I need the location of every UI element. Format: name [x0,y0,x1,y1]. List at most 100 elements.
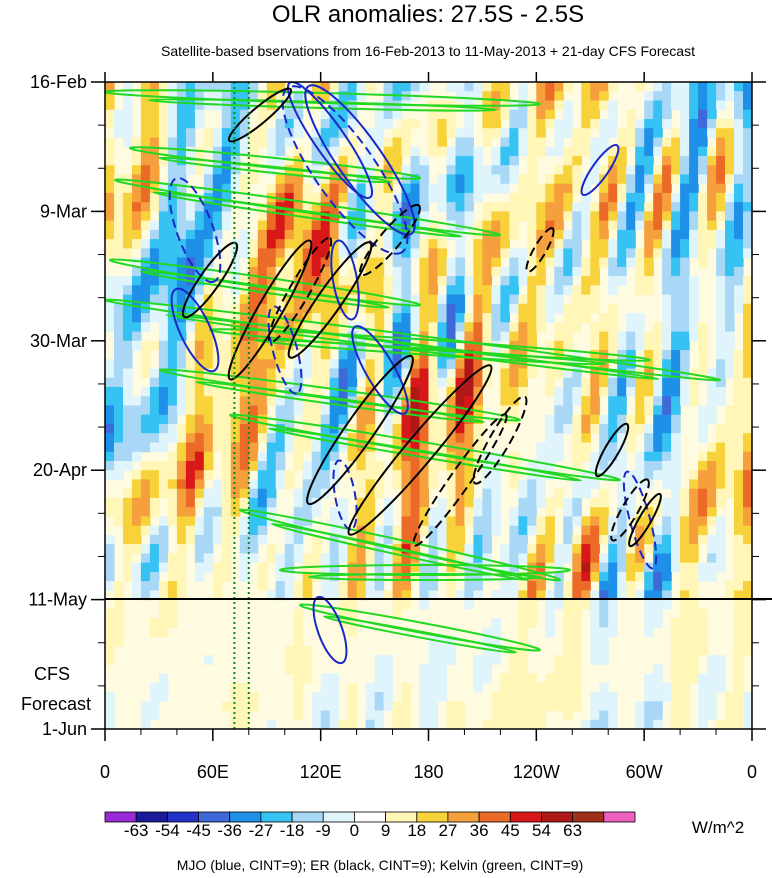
anomaly-cell [608,331,618,342]
anomaly-cell [428,516,439,527]
anomaly-cell [545,100,555,111]
anomaly-cell [653,719,663,729]
anomaly-cell [167,276,178,286]
anomaly-cell [689,479,699,490]
anomaly-cell [680,377,690,388]
anomaly-cell [203,100,214,111]
anomaly-cell [374,239,385,249]
anomaly-cell [626,544,636,554]
anomaly-cell [320,183,331,194]
anomaly-cell [114,433,124,443]
anomaly-cell [716,248,726,259]
anomaly-cell [581,424,591,434]
anomaly-cell [455,266,466,277]
anomaly-cell [716,137,726,148]
anomaly-cell [689,581,699,591]
anomaly-cell [132,451,142,462]
anomaly-cell [302,461,313,471]
anomaly-cell [581,119,591,129]
anomaly-cell [383,119,394,129]
anomaly-cell [114,331,124,342]
anomaly-cell [176,202,187,212]
anomaly-cell [473,507,483,517]
anomaly-cell [725,719,735,729]
anomaly-cell [662,461,672,471]
anomaly-cell [734,266,744,277]
anomaly-cell [725,350,735,360]
anomaly-cell [338,368,349,379]
anomaly-cell [275,368,286,379]
anomaly-cell [320,433,331,443]
anomaly-cell [617,562,627,573]
anomaly-cell [500,165,510,175]
anomaly-cell [473,590,483,601]
anomaly-cell [653,424,663,434]
anomaly-cell [743,645,752,656]
anomaly-cell [689,599,699,610]
anomaly-cell [428,248,439,259]
anomaly-cell [437,692,448,702]
anomaly-cell [338,581,349,591]
anomaly-cell [176,183,187,194]
anomaly-cell [311,285,322,296]
anomaly-cell [725,710,735,721]
anomaly-cell [437,109,448,120]
anomaly-cell [554,488,564,499]
anomaly-cell [599,442,609,453]
anomaly-cell [230,387,241,397]
anomaly-cell [293,544,304,554]
kelvin-contour [108,258,422,307]
anomaly-cell [662,91,672,101]
anomaly-cell [194,433,205,443]
anomaly-cell [248,534,259,545]
anomaly-cell [185,146,196,157]
anomaly-cell [635,276,645,286]
anomaly-cell [311,387,322,397]
anomaly-cell [221,91,232,101]
anomaly-cell [401,470,412,480]
anomaly-cell [383,682,394,693]
anomaly-cell [653,119,663,129]
anomaly-cell [509,146,519,157]
kelvin-contour [105,89,542,107]
kelvin-contours [105,89,722,654]
anomaly-cell [105,461,115,471]
anomaly-cell [365,313,376,323]
anomaly-cell [419,359,430,370]
anomaly-cell [410,146,421,157]
anomaly-cell [167,451,178,462]
anomaly-cell [158,322,169,333]
anomaly-cell [491,303,501,314]
anomaly-cell [662,313,672,323]
anomaly-cell [680,257,690,268]
anomaly-cell [743,322,752,333]
anomaly-cell [446,581,457,591]
anomaly-cell [518,183,528,194]
anomaly-cell [671,165,681,175]
anomaly-cell [644,350,654,360]
anomaly-cell [320,673,331,684]
anomaly-cell [374,719,385,729]
anomaly-cell [428,146,439,157]
anomaly-cell [293,91,304,101]
anomaly-cell [428,294,439,305]
anomaly-cell [590,692,600,702]
anomaly-cell [446,331,457,342]
anomaly-cell [599,497,609,508]
anomaly-cell [500,590,510,601]
anomaly-cell [105,248,115,259]
anomaly-cell [590,525,600,536]
anomaly-cell [266,359,277,370]
anomaly-cell [599,340,609,351]
anomaly-cell [257,387,268,397]
anomaly-cell [563,192,573,203]
anomaly-cell [105,534,115,545]
anomaly-cell [203,322,214,333]
anomaly-cell [680,202,690,212]
anomaly-cell [644,183,654,194]
anomaly-cell [338,322,349,333]
anomaly-cell [105,424,115,434]
anomaly-cell [482,202,492,212]
anomaly-cell [338,220,349,231]
anomaly-cell [707,479,717,490]
